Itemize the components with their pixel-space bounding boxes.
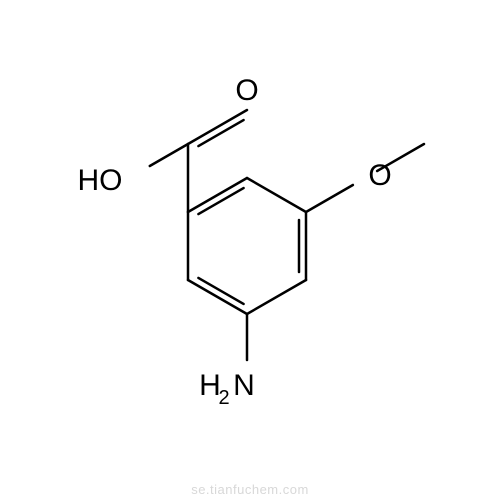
atom-label: N bbox=[233, 369, 255, 402]
chemical-structure: OHOH2NO bbox=[0, 0, 500, 500]
atom-label: 2 bbox=[218, 387, 229, 409]
watermark-text: se.tianfuchem.com bbox=[191, 482, 309, 497]
atom-label: O bbox=[368, 159, 391, 192]
canvas: OHOH2NO se.tianfuchem.com bbox=[0, 0, 500, 500]
atom-label: HO bbox=[78, 164, 123, 197]
atom-label: O bbox=[235, 74, 258, 107]
